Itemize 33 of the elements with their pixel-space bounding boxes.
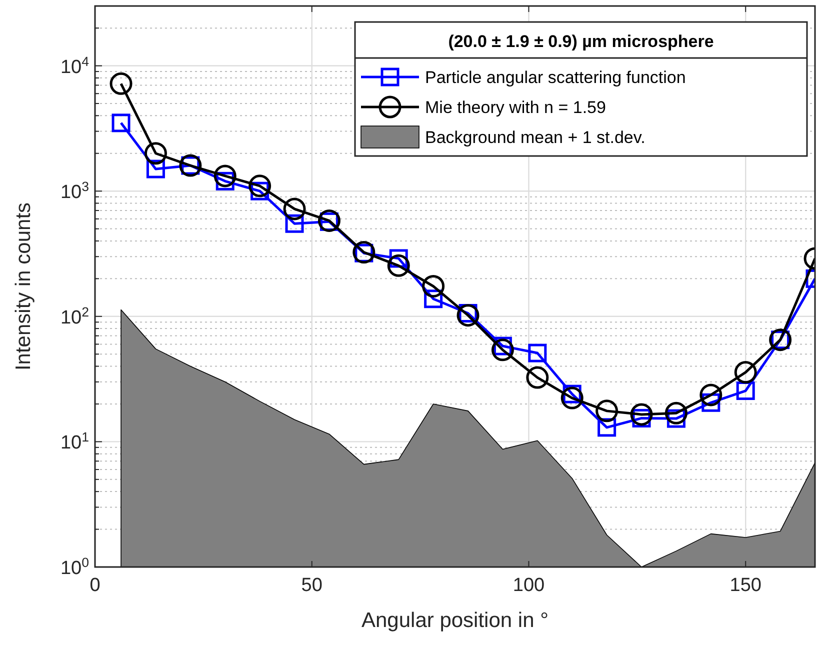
point	[248, 174, 272, 198]
point	[734, 361, 757, 384]
x-tick-label: 150	[730, 575, 762, 596]
point	[630, 403, 653, 426]
point	[110, 72, 132, 95]
point	[596, 400, 618, 422]
point	[112, 114, 130, 132]
point	[144, 142, 167, 165]
point	[387, 254, 410, 277]
y-tick-label: 10$^{2}$	[60, 304, 89, 328]
point	[700, 384, 722, 406]
point	[560, 386, 584, 410]
point	[283, 198, 306, 220]
y-tick-label: 10$^{4}$	[60, 53, 89, 78]
x-tick-label: 50	[301, 575, 322, 596]
point	[491, 338, 514, 362]
y-tick-label: 10$^{3}$	[60, 178, 89, 204]
legend-label: Particle angular scattering function	[425, 68, 686, 87]
x-axis-title: Angular position in °	[361, 609, 549, 632]
legend-label: Mie theory with n = 1.59	[425, 98, 606, 117]
legend-title: (20.0 ± 1.9 ± 0.9) µm microsphere	[448, 32, 714, 51]
point	[526, 366, 549, 389]
point	[422, 275, 445, 298]
y-tick-label: 10$^{0}$	[60, 554, 89, 579]
x-tick-label: 0	[90, 575, 100, 596]
y-axis-title: Intensity in counts	[12, 202, 35, 371]
point	[456, 304, 480, 327]
legend-label: Background mean + 1 st.dev.	[425, 128, 646, 147]
point	[528, 344, 547, 362]
point	[664, 402, 688, 424]
point	[214, 164, 236, 188]
x-tick-label: 100	[512, 575, 545, 596]
y-tick-label: 10$^{1}$	[60, 429, 89, 454]
